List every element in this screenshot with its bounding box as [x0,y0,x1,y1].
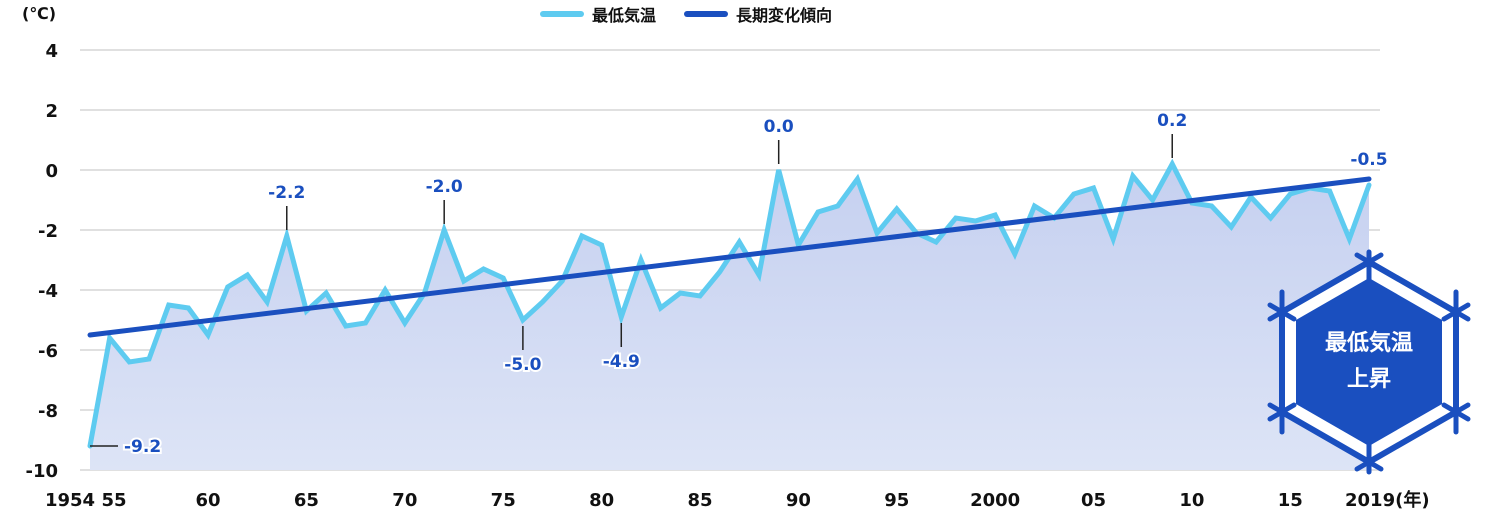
annotation-label: 0.0 [764,117,794,137]
y-tick-label: -4 [38,281,58,302]
x-tick-label: 60 [196,490,221,511]
badge-line1: 最低気温 [1325,330,1413,356]
legend-swatch-min-temp-icon [540,11,584,17]
badge-line2: 上昇 [1347,367,1391,392]
snowflake-hexagon-icon [1267,249,1471,475]
x-tick-label: 10 [1179,490,1204,511]
y-tick-label: 0 [45,161,58,182]
x-tick-label: 80 [589,490,614,511]
data-annotations: -9.2 -2.2 -2.0 -5.0 -4.9 0.0 0.2 -0.5 [90,109,1390,459]
legend-item-trend: 長期変化傾向 [684,2,832,26]
legend-label-trend: 長期変化傾向 [736,6,833,25]
legend-swatch-trend-icon [684,11,729,17]
annotation-label: -2.2 [268,183,305,203]
x-tick-label: 95 [884,490,909,511]
x-tick-label: 75 [491,490,516,511]
y-tick-label: -2 [38,221,58,242]
legend: 最低気温 長期変化傾向 [540,2,832,26]
annotation-label: -2.0 [426,177,463,197]
snowflake-badge: 最低気温 上昇 [1267,249,1471,475]
annotation-label: -0.5 [1350,150,1387,170]
annotation-label: 0.2 [1157,111,1187,131]
x-tick-label: 1954 [45,490,95,511]
x-tick-label: 55 [101,490,126,511]
y-axis-unit-label: (℃) [22,4,56,23]
y-tick-label: 2 [45,101,58,122]
x-tick-label: 70 [392,490,417,511]
y-tick-label: -10 [25,461,58,482]
x-axis-ticks: 1954 55 60 65 70 75 80 85 90 95 2000 05 10 15 2019(年) [45,489,1430,511]
x-tick-label: 15 [1278,490,1303,511]
x-tick-label: 2000 [970,490,1020,511]
y-axis-ticks: 4 2 0 -2 -4 -6 -8 -10 [25,41,58,482]
annotation-label: -9.2 [124,437,161,457]
legend-label-min-temp: 最低気温 [592,6,657,25]
y-tick-label: 4 [45,41,58,62]
x-tick-label: 85 [687,490,712,511]
annotation-label: -4.9 [603,352,640,372]
x-tick-label: 2019(年) [1345,489,1430,511]
annotation-label: -5.0 [504,355,541,375]
min-temp-area [90,164,1369,470]
y-tick-label: -6 [38,341,58,362]
x-tick-label: 65 [294,490,319,511]
x-tick-label: 05 [1081,490,1106,511]
y-tick-label: -8 [38,401,58,422]
trend-line [87,176,1372,338]
x-tick-label: 90 [786,490,811,511]
legend-item-min-temp: 最低気温 [540,2,656,26]
